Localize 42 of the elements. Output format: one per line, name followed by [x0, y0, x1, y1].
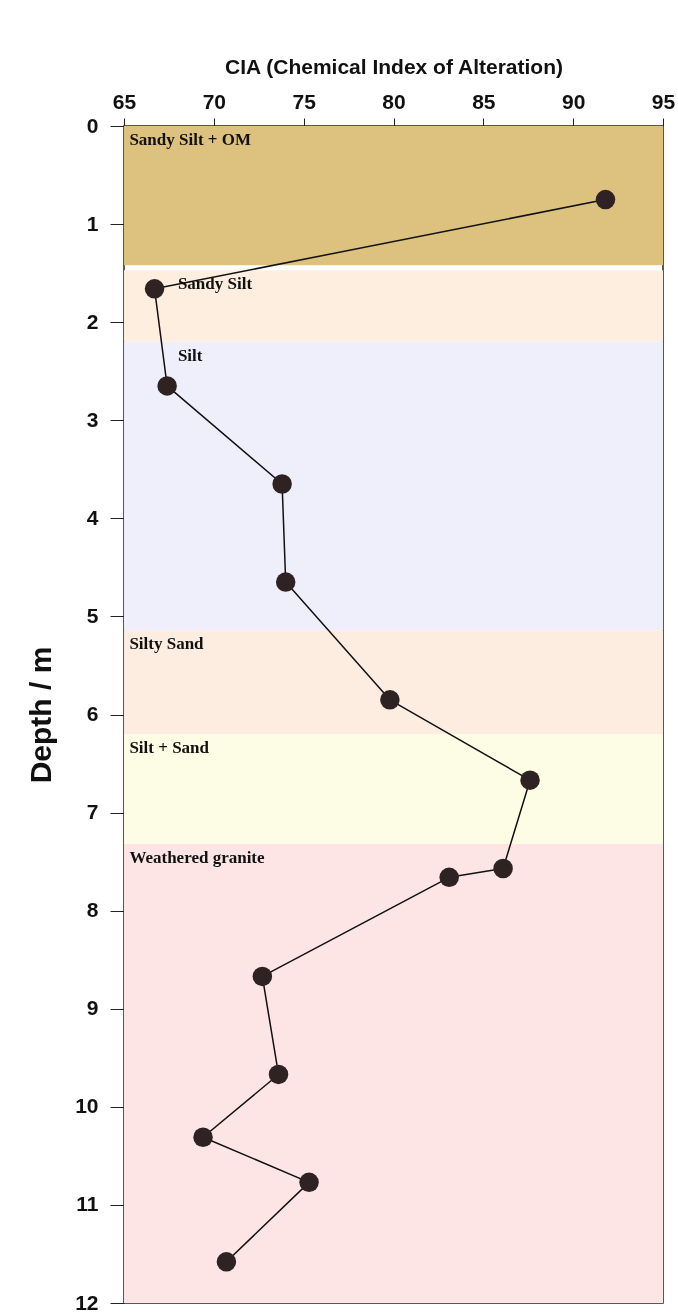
y-tick-label: 10	[75, 1094, 99, 1118]
point	[299, 1172, 319, 1193]
y-tick-label: 11	[76, 1192, 99, 1216]
point	[268, 1064, 289, 1085]
band-label: Silt	[177, 345, 203, 365]
point	[595, 189, 616, 210]
y-tick-label: 5	[86, 603, 99, 627]
point	[252, 966, 273, 987]
x-tick-label: 95	[651, 89, 676, 113]
y-tick-label: 2	[86, 309, 99, 333]
y-axis-title: Depth / m	[24, 646, 58, 784]
y-tick-label: 3	[86, 407, 99, 431]
point	[157, 376, 177, 396]
y-tick-label: 12	[75, 1290, 99, 1314]
y-tick-label: 4	[86, 505, 99, 529]
point	[275, 572, 296, 592]
y-tick-label: 0	[86, 113, 99, 137]
x-tick-label: 85	[472, 89, 496, 113]
point	[193, 1127, 213, 1147]
point	[520, 770, 540, 790]
band-label: Silty Sand	[129, 634, 205, 654]
y-tick-label: 9	[86, 996, 99, 1020]
x-tick-label: 65	[112, 89, 137, 113]
point	[216, 1252, 237, 1272]
point	[493, 858, 513, 879]
x-tick-label: 75	[292, 89, 317, 113]
y-tick-label: 7	[86, 800, 99, 824]
band-label: Weathered granite	[129, 847, 266, 867]
point	[144, 279, 165, 299]
point	[439, 867, 459, 888]
band-label: Silt + Sand	[129, 738, 210, 758]
band-label: Sandy Silt + OM	[129, 130, 252, 149]
y-tick-label: 6	[86, 702, 99, 725]
x-tick-label: 80	[382, 89, 406, 113]
y-tick-label: 8	[86, 898, 99, 922]
point	[380, 690, 400, 710]
band-label: Sandy Silt	[177, 274, 253, 294]
x-tick-label: 70	[202, 89, 227, 113]
y-tick-label: 1	[86, 211, 99, 235]
x-axis-title: CIA (Chemical Index of Alteration)	[225, 54, 563, 78]
point	[272, 474, 292, 494]
x-tick-label: 90	[561, 89, 586, 113]
